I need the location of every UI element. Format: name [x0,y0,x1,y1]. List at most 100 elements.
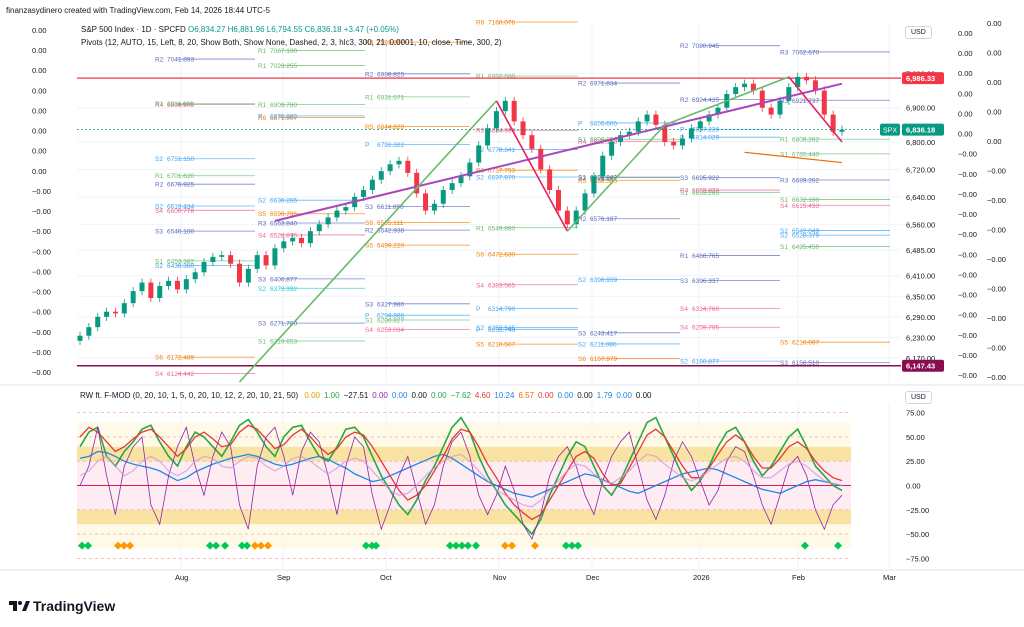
candle-body [343,207,349,211]
pivot-value: 6909.780 [270,102,297,109]
buy-signal-marker [562,541,570,550]
candle-body [361,190,367,197]
currency-button[interactable]: USD [905,26,932,39]
pivot-value: 6280.827 [377,318,404,325]
candle-body [538,148,544,170]
indicator-value: 0.00 [616,391,632,400]
pivot-tag: S3 [578,330,586,337]
extra-axis-label: 0.00 [958,109,973,118]
candle-body [236,263,242,283]
pivot-value: 6453.382 [167,258,194,265]
pivot-value: 6695.922 [692,175,719,182]
extra-axis-label: −0.00 [958,250,977,259]
sell-signal-marker [120,541,128,550]
candle-body [476,145,482,163]
indicator-name[interactable]: RW ft. F-MOD (0, 20, 10, 1, 5, 0, 20, 10… [80,391,299,400]
candle-body [440,190,446,204]
pivot-value: 6600.778 [167,208,194,215]
left-axis-label: −0.00 [32,227,51,236]
last-price-tag: 6,836.18 [906,126,935,135]
candle-body [653,114,659,125]
candle-body [795,76,801,88]
pivot-value: 6400.877 [270,276,297,283]
pivot-tag: S4 [155,208,163,215]
pivot-tag: R2 [365,228,374,235]
candle-body [307,231,313,244]
high-value: H6,881.96 [227,25,265,34]
pivot-value: 6615.433 [792,203,819,210]
pivot-value: 6653.265 [692,190,719,197]
pivot-value: 6808.282 [792,137,819,144]
candle-body [334,210,340,218]
pivot-value: 6778.341 [488,147,515,154]
pivot-value: 7080.945 [692,43,719,50]
pivot-tag: S1 [578,174,586,181]
pivot-tag: P [258,113,262,120]
buy-signal-marker [221,541,229,550]
left-axis-label: −0.00 [32,368,51,377]
zigzag-line [495,100,569,232]
pivot-value: 6528.379 [792,233,819,240]
candle-body [210,256,216,262]
pivot-tag: S2 [476,325,484,332]
extra-axis-label: 0.00 [958,89,973,98]
candle-body [254,255,260,269]
left-axis-label: 0.00 [32,66,47,75]
open-value: O6,834.27 [188,25,226,34]
pivot-tag: S5 [476,342,484,349]
extra-axis-label: −0.00 [958,150,977,159]
candle-body [290,238,296,242]
indicator-value: 6.57 [518,391,535,400]
pivot-value: 6688.365 [590,178,617,185]
extra-axis-label: 0.00 [958,29,973,38]
indicator-value: 0.00 [391,391,408,400]
buy-signal-marker [362,541,370,550]
pivot-value: 6542.938 [377,228,404,235]
left-axis-label: 0.00 [32,46,47,55]
candle-body [733,87,739,94]
pivot-tag: R2 [578,216,587,223]
candle-body [166,280,172,286]
buy-signal-marker [84,541,92,550]
osc-tick: −50.00 [906,530,929,539]
extra-axis-label: 0.00 [958,49,973,58]
extra-axis-label: −0.00 [958,331,977,340]
zigzag-line [788,76,843,143]
pivot-value: 6156.510 [792,360,819,367]
candle-body [219,255,225,257]
pivot-tag: P [476,306,480,313]
indicator-currency-button[interactable]: USD [905,391,932,404]
extra-axis-label: 0.00 [987,49,1002,58]
pivot-tag: S2 [780,233,788,240]
pivot-tag: R3 [780,98,789,105]
pivot-value: 6253.034 [377,327,404,334]
pivot-value: 6439.380 [167,263,194,270]
close-value: C6,836.18 [304,25,342,34]
candle-body [688,128,694,139]
price-pane[interactable] [77,22,901,382]
pivot-tag: S2 [155,263,163,270]
pivot-tag: R1 [365,94,374,101]
indicator-value: 0.00 [372,391,388,400]
symbol-name[interactable]: S&P 500 Index · 1D · SPCFD [81,25,186,34]
pivot-tag: S3 [365,204,373,211]
pivot-value: 6765.440 [792,151,819,158]
candle-body [458,176,464,184]
symbol-tag: SPX [883,128,897,135]
pivot-value: 6472.630 [488,252,515,259]
pivot-value: 6528.876 [270,232,297,239]
candle-body [697,121,703,129]
pivot-tag: S2 [578,341,586,348]
pivot-tag: S1 [680,190,688,197]
pivot-tag: R1 [258,102,267,109]
candle-body [201,262,207,273]
candle-body [839,129,845,132]
low-price-tag-bg [902,359,944,372]
sell-signal-marker [531,541,539,550]
price-tick: 6,350.00 [906,292,935,301]
extra-axis-label: 0.00 [987,78,1002,87]
symbol-tag-bg [880,123,900,136]
pivot-tag: S3 [258,321,266,328]
osc-tick: 25.00 [906,457,925,466]
pivots-legend[interactable]: Pivots (12, AUTO, 15, Left, 8, 20, Show … [81,38,502,47]
